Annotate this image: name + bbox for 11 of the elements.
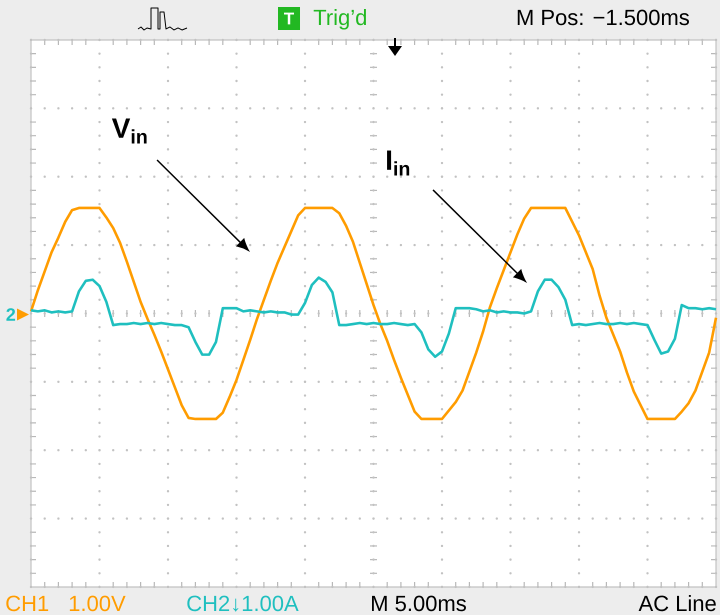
text: T [284,12,294,24]
text: CH2↓1.00A [187,596,299,612]
text: Trig’d [314,9,366,30]
text: 2 [6,308,16,321]
text: M 5.00ms [372,596,466,612]
text: CH1 [6,596,48,612]
text: V$_{in}$ [112,118,147,144]
text: I$_{in}$ [387,150,410,176]
text: AC Line [638,595,716,612]
text: 1.00V [70,596,126,612]
text: M Pos: −1.500ms [518,10,689,26]
